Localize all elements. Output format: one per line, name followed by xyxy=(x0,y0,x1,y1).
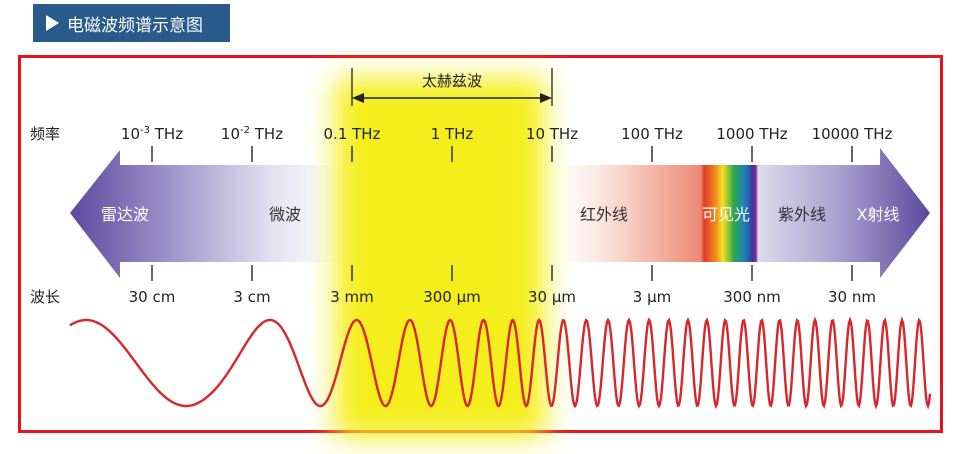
band-label: 紫外线 xyxy=(778,205,826,224)
spectrum-band-right xyxy=(560,148,930,278)
wavelength-label: 300 µm xyxy=(423,288,481,306)
band-label: 微波 xyxy=(269,205,301,224)
band-label: 可见光 xyxy=(702,205,750,224)
band-label: 红外线 xyxy=(580,205,628,224)
wavelength-label: 3 mm xyxy=(330,288,374,306)
terahertz-label: 太赫兹波 xyxy=(422,72,482,90)
wavelength-axis-label: 波长 xyxy=(30,288,60,306)
spectrum-band-left xyxy=(70,150,340,278)
frequency-label: 10000 THz xyxy=(812,125,893,143)
frequency-label: 0.1 THz xyxy=(324,125,381,143)
wavelength-label: 3 cm xyxy=(233,288,270,306)
frequency-label: 1 THz xyxy=(431,125,474,143)
section-title-text: 电磁波频谱示意图 xyxy=(67,15,203,36)
chirped-wave xyxy=(69,316,932,410)
band-label: 雷达波 xyxy=(101,205,149,224)
frequency-label: 10-3 THz xyxy=(121,125,183,143)
frequency-label: 10 THz xyxy=(526,125,578,143)
band-label: X射线 xyxy=(857,205,900,224)
wavelength-label: 3 µm xyxy=(633,288,671,306)
frequency-label: 1000 THz xyxy=(716,125,787,143)
wavelength-label: 300 nm xyxy=(723,288,781,306)
wavelength-label: 30 µm xyxy=(528,288,576,306)
wavelength-label: 30 cm xyxy=(129,288,176,306)
section-title: 电磁波频谱示意图 xyxy=(33,4,230,42)
frequency-label: 100 THz xyxy=(621,125,683,143)
play-triangle-icon xyxy=(46,15,59,31)
wavelength-label: 30 nm xyxy=(828,288,876,306)
frequency-axis-label: 频率 xyxy=(30,125,60,143)
frequency-label: 10-2 THz xyxy=(221,125,283,143)
terahertz-highlight xyxy=(335,78,545,438)
